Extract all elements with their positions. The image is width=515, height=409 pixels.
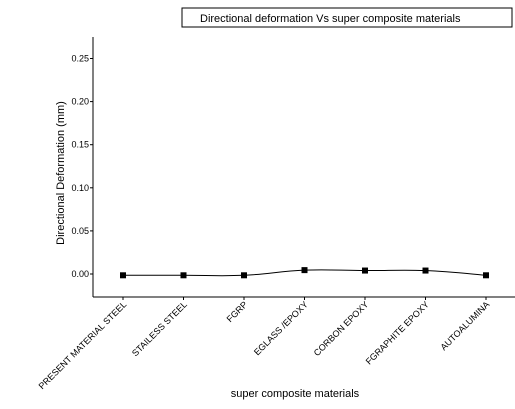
y-tick-label: 0.00 [71,269,89,279]
series-group [120,267,489,279]
x-tick-label: PRESENT MATERIAL STEEL [37,299,129,391]
data-point [362,267,368,274]
data-point [180,272,187,279]
data-point [301,267,308,274]
chart-title: Directional deformation Vs super composi… [200,13,461,25]
data-point [120,272,126,279]
x-tick-label: EGLASS /EPOXY [252,299,310,357]
y-tick-label: 0.25 [71,54,89,64]
legend-box [181,7,513,28]
x-axis-ticks: PRESENT MATERIAL STEEL STAILESS STEEL FGRP… [37,297,491,391]
y-axis-title: Directional Deformation (mm) [55,101,67,245]
data-point [422,267,429,274]
x-tick-label: AUTOALUMINA [438,299,491,352]
x-axis-title: super composite materials [231,388,360,400]
y-tick-label: 0.20 [71,97,89,107]
x-tick-label: STAILESS STEEL [130,299,189,358]
x-tick-label: FGRAPHITE EPOXY [364,299,431,366]
x-tick-label: CORBON EPOXY [312,299,371,358]
data-point [483,272,489,279]
y-tick-label: 0.05 [71,226,89,236]
y-axis-ticks: 0.00 0.05 0.10 0.15 0.20 0.25 [71,54,93,279]
legend: Directional deformation Vs super composi… [181,7,513,28]
data-point [241,272,247,279]
x-tick-label: FGRP [225,299,250,324]
y-tick-label: 0.15 [71,140,89,150]
y-tick-label: 0.10 [71,183,89,193]
